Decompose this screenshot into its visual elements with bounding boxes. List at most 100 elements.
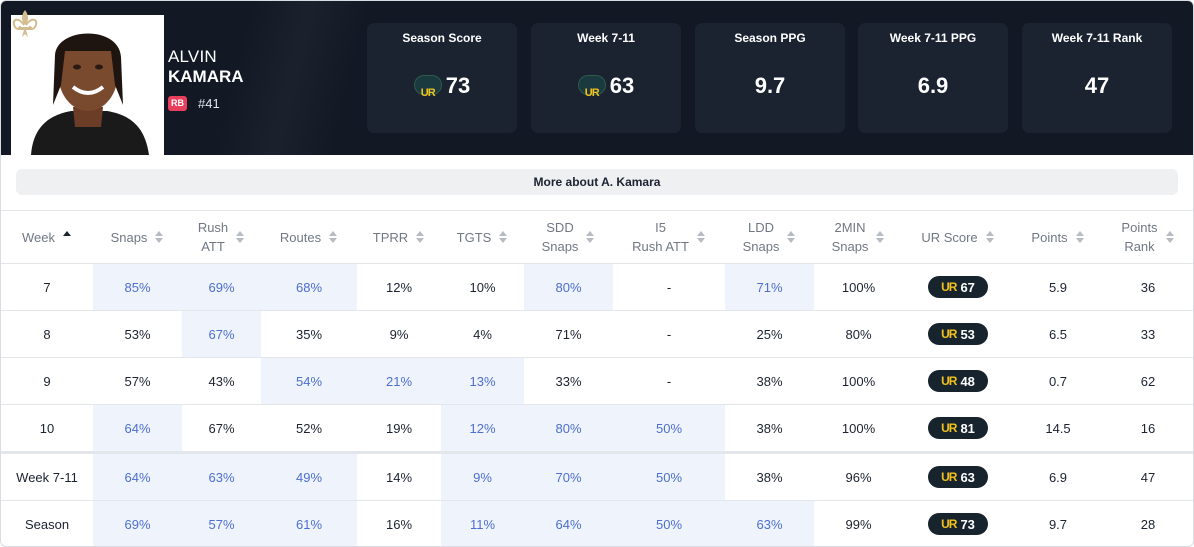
sort-icon[interactable] (416, 230, 425, 244)
sort-icon[interactable] (1075, 230, 1085, 244)
table-cell: 61% (261, 500, 357, 546)
ur-logo-icon: UR (941, 470, 957, 484)
table-cell: 0.7 (1013, 357, 1103, 405)
sort-icon[interactable] (787, 230, 796, 244)
ur-score-value: 63 (960, 469, 975, 485)
column-header[interactable]: Points (1013, 210, 1103, 264)
table-cell: 80% (524, 263, 613, 311)
table-cell: UR 67 (903, 263, 1013, 311)
table-cell: 9% (441, 451, 524, 501)
column-header[interactable]: 2MIN Snaps (814, 210, 903, 264)
player-photo (11, 15, 164, 155)
stat-card-value: UR 73 (367, 73, 517, 99)
table-cell: UR 63 (903, 451, 1013, 501)
column-header[interactable]: Points Rank (1103, 210, 1193, 264)
table-cell: 68% (261, 263, 357, 311)
table-row[interactable]: Week 7-11 64% 63% 49% 14% 9% 70% 50% 38% 96% UR 63 6… (1, 451, 1193, 501)
column-header[interactable]: TPRR (357, 210, 441, 264)
ur-logo-icon: UR (577, 75, 606, 99)
ur-score-value: 48 (960, 373, 975, 389)
sort-icon[interactable] (1165, 230, 1175, 244)
table-cell: 64% (524, 500, 613, 546)
table-row[interactable]: 10 64% 67% 52% 19% 12% 80% 50% 38% 100% UR 81 14.5 16 (1, 404, 1193, 453)
table-row[interactable]: 8 53% 67% 35% 9% 4% 71% -25% 80% UR 53 6.5 33 (1, 310, 1193, 358)
column-header[interactable]: I5 Rush ATT (613, 210, 725, 264)
column-header[interactable]: Snaps (93, 210, 182, 264)
table-cell: 28 (1103, 500, 1193, 546)
table-cell: 62 (1103, 357, 1193, 405)
table-cell: 14% (357, 451, 441, 501)
table-cell: 53% (93, 310, 182, 358)
table-cell: 35% (261, 310, 357, 358)
sort-icon[interactable] (499, 230, 508, 244)
table-cell: Season (1, 500, 93, 546)
table-cell: 16% (357, 500, 441, 546)
table-cell: 80% (524, 404, 613, 453)
sort-icon[interactable] (155, 230, 164, 244)
table-cell: 100% (814, 404, 903, 453)
column-header-label: LDD Snaps (742, 220, 780, 254)
column-header[interactable]: Rush ATT (182, 210, 261, 264)
ur-logo-icon: UR (941, 374, 957, 388)
table-cell: 47 (1103, 451, 1193, 501)
column-header-label: TGTS (456, 229, 492, 245)
table-cell: 70% (524, 451, 613, 501)
table-cell: 69% (182, 263, 261, 311)
table-cell: 16 (1103, 404, 1193, 453)
column-header-label: UR Score (921, 229, 978, 245)
table-cell: 71% (725, 263, 814, 311)
table-cell: 67% (182, 404, 261, 453)
sort-icon[interactable] (985, 230, 995, 244)
column-header[interactable]: Routes (261, 210, 357, 264)
table-cell: 12% (357, 263, 441, 311)
sort-icon[interactable] (586, 230, 595, 244)
table-cell: 10 (1, 404, 93, 453)
column-header[interactable]: LDD Snaps (725, 210, 814, 264)
ur-score-value: 73 (960, 516, 975, 532)
sort-icon[interactable] (63, 230, 72, 244)
table-row[interactable]: Season 69% 57% 61% 16% 11% 64% 50% 63% 99% UR 73 9.7… (1, 500, 1193, 546)
table-cell: 8 (1, 310, 93, 358)
stat-card-number: 63 (609, 73, 635, 98)
stat-card-number: 9.7 (754, 73, 786, 98)
ur-score-value: 67 (960, 279, 975, 295)
column-header[interactable]: SDD Snaps (524, 210, 613, 264)
stat-card: Season PPG 9.7 (695, 23, 845, 133)
stat-card-number: 6.9 (917, 73, 949, 98)
ur-score-badge: UR 67 (928, 276, 988, 298)
table-cell: 6.9 (1013, 451, 1103, 501)
table-cell: 80% (814, 310, 903, 358)
table-cell: Week 7-11 (1, 451, 93, 501)
sort-icon[interactable] (329, 230, 338, 244)
table-cell: 71% (524, 310, 613, 358)
stat-card-value: 6.9 (858, 73, 1008, 99)
table-cell: 43% (182, 357, 261, 405)
sort-icon[interactable] (696, 230, 706, 244)
column-header[interactable]: UR Score (903, 210, 1013, 264)
stat-card: Season Score UR 73 (367, 23, 517, 133)
column-header-label: Routes (279, 229, 322, 245)
column-header[interactable]: TGTS (441, 210, 524, 264)
column-header-label: Rush ATT (197, 220, 229, 254)
sort-icon[interactable] (876, 230, 885, 244)
column-header-label: Points Rank (1121, 220, 1158, 254)
table-row[interactable]: 9 57% 43% 54% 21% 13% 33% -38% 100% UR 48 0.7 62 (1, 357, 1193, 405)
table-cell: 38% (725, 357, 814, 405)
stat-card-number: 73 (445, 73, 471, 98)
table-row[interactable]: 7 85% 69% 68% 12% 10% 80% -71% 100% UR 67 5.9 36 (1, 263, 1193, 311)
table-cell: 63% (725, 500, 814, 546)
column-header-label: Snaps (110, 229, 148, 245)
stat-card-label: Season PPG (734, 31, 806, 45)
table-cell: 9% (357, 310, 441, 358)
ur-logo-icon: UR (941, 517, 957, 531)
table-cell: 4% (441, 310, 524, 358)
table-cell: - (613, 263, 725, 311)
more-about-player-button[interactable]: More about A. Kamara (16, 169, 1178, 195)
column-header[interactable]: Week (1, 210, 93, 264)
ur-logo-icon: UR (941, 280, 957, 294)
stat-card-label: Season Score (402, 31, 482, 45)
sort-icon[interactable] (236, 230, 245, 244)
table-cell: 19% (357, 404, 441, 453)
table-cell: 50% (613, 404, 725, 453)
